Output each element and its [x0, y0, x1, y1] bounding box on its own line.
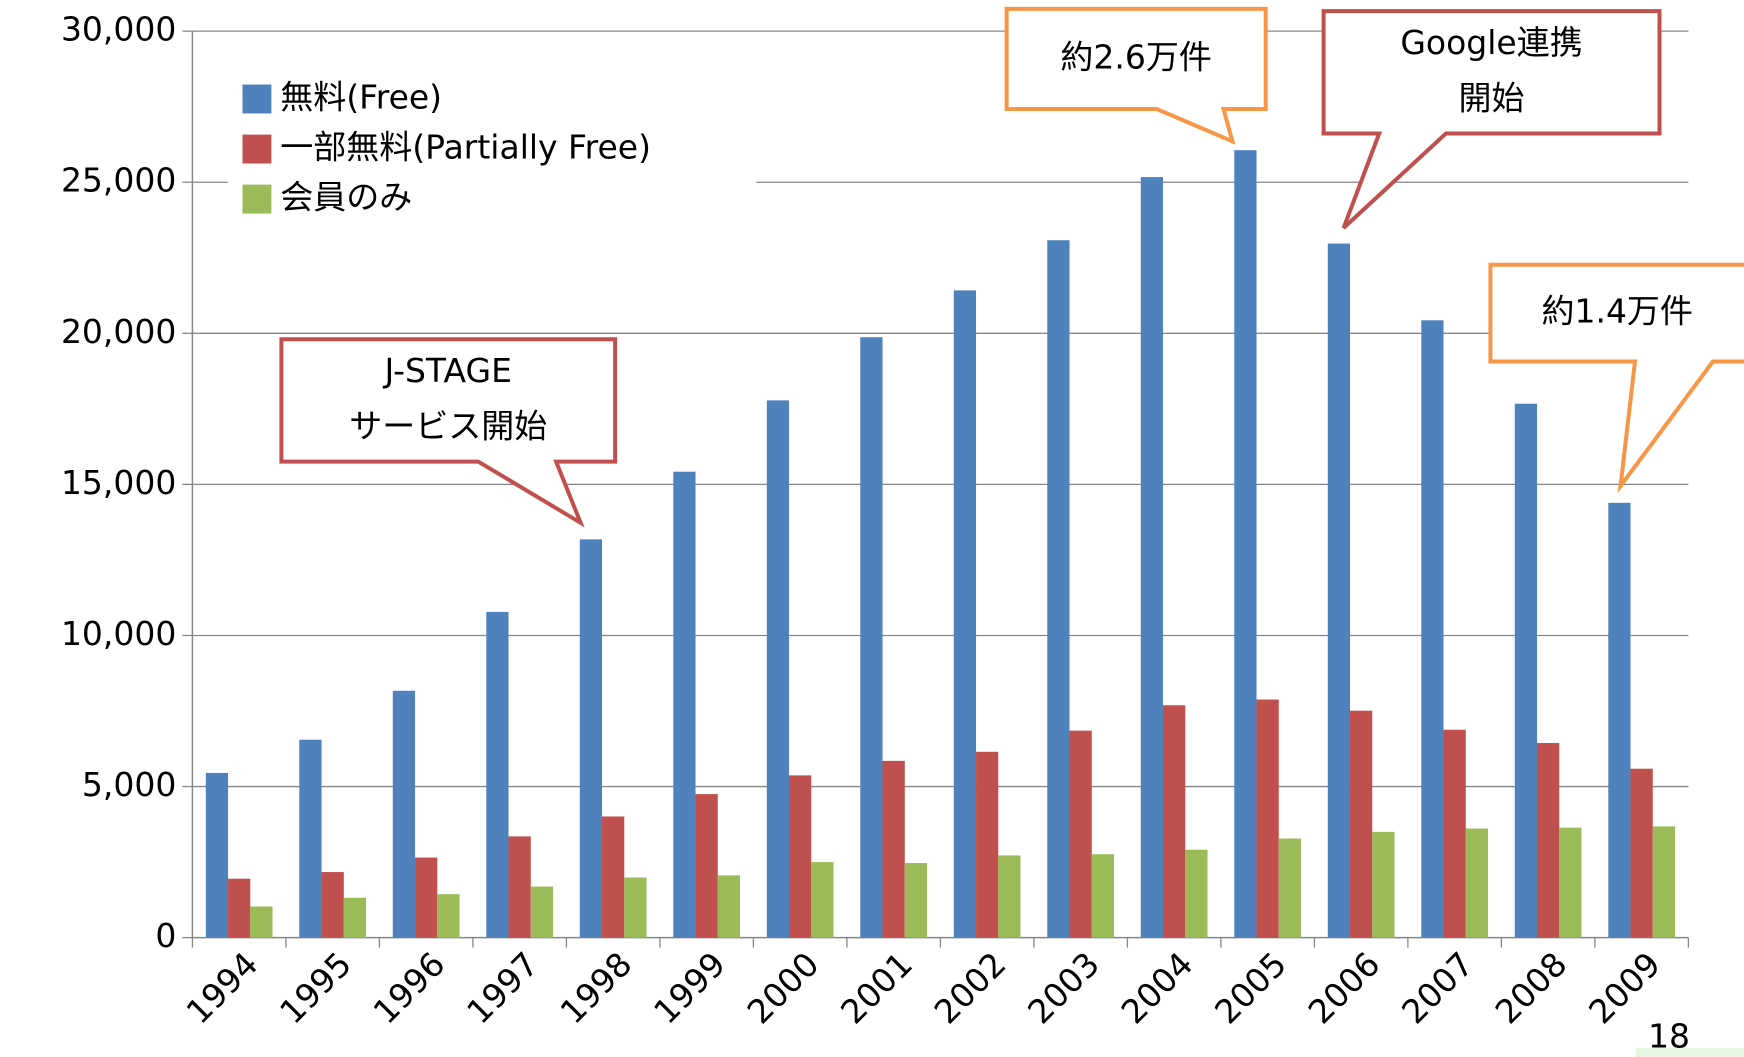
y-tick-label: 0	[155, 916, 176, 955]
bar	[392, 690, 416, 938]
y-tick-label: 20,000	[61, 312, 176, 351]
bar	[1443, 729, 1466, 938]
bar	[1047, 240, 1070, 938]
x-tick-label: 2006	[1301, 944, 1388, 1031]
x-tick-label: 1995	[272, 944, 359, 1031]
legend-label: 無料(Free)	[280, 77, 442, 116]
callout	[1004, 6, 1268, 145]
x-tick-label: 2003	[1020, 944, 1107, 1031]
bar	[766, 400, 790, 938]
x-tick-label: 1998	[553, 944, 640, 1031]
bar	[1327, 243, 1351, 938]
bar	[1163, 705, 1186, 938]
legend-swatch	[242, 84, 272, 114]
bar	[673, 471, 696, 938]
bar	[998, 855, 1021, 938]
x-tick-label: 1996	[366, 944, 453, 1031]
x-tick-label: 2005	[1207, 944, 1294, 1031]
y-tick-label: 30,000	[61, 10, 176, 49]
bar	[299, 739, 322, 938]
x-tick-label: 2004	[1114, 944, 1201, 1031]
callout-text: J-STAGE	[383, 351, 512, 390]
bar	[717, 875, 741, 938]
bar	[1608, 502, 1631, 938]
x-tick-label: 1999	[646, 944, 733, 1031]
callout	[1321, 9, 1662, 230]
x-tick-label: 1997	[459, 944, 546, 1031]
legend-label: 会員のみ	[280, 178, 412, 217]
bar	[1630, 768, 1653, 938]
bar	[1514, 403, 1538, 938]
bar	[1069, 730, 1092, 938]
callout-text: Google連携	[1400, 23, 1582, 62]
x-tick-label: 2008	[1488, 944, 1575, 1031]
bar	[1278, 838, 1302, 938]
bar	[486, 611, 509, 938]
y-tick-label: 15,000	[61, 463, 176, 502]
bar	[1559, 827, 1582, 938]
callout	[279, 337, 618, 528]
callout	[1488, 262, 1744, 494]
bar	[508, 836, 531, 938]
footer-strip	[1636, 1048, 1744, 1057]
legend-background	[228, 68, 757, 225]
bar	[811, 862, 834, 938]
bar	[343, 897, 367, 938]
bar	[904, 862, 928, 938]
bar	[1652, 826, 1676, 938]
bar	[437, 894, 460, 938]
bar	[1537, 743, 1560, 938]
y-tick-label: 5,000	[82, 765, 176, 804]
x-tick-label: 2001	[833, 944, 920, 1031]
callout-text: 約2.6万件	[1060, 37, 1211, 76]
bar	[530, 886, 554, 938]
callout-text: 約1.4万件	[1541, 292, 1692, 331]
bar	[1234, 150, 1257, 938]
bar	[1185, 849, 1208, 938]
x-tick-label: 1994	[179, 944, 266, 1031]
y-tick-label: 25,000	[61, 161, 176, 200]
x-tick-label: 2007	[1394, 944, 1481, 1031]
bar	[415, 857, 438, 938]
bar	[953, 290, 977, 938]
bar	[976, 751, 999, 938]
bar	[1350, 710, 1373, 938]
bar	[1091, 854, 1115, 938]
bar	[695, 794, 718, 938]
bar	[789, 775, 812, 938]
bar	[1421, 320, 1444, 938]
bar	[228, 878, 251, 938]
x-tick-label: 2002	[927, 944, 1014, 1031]
page-number: 18	[1648, 1017, 1690, 1056]
bar	[602, 816, 625, 938]
bar	[1465, 828, 1489, 938]
legend-label: 一部無料(Partially Free)	[280, 128, 651, 167]
bar	[624, 877, 647, 938]
x-tick-label: 2000	[740, 944, 827, 1031]
bar	[205, 772, 229, 938]
bar	[1140, 177, 1164, 938]
bar	[579, 539, 603, 938]
y-tick-label: 10,000	[61, 614, 176, 653]
callout-text: 開始	[1459, 79, 1525, 118]
bar	[1372, 831, 1395, 938]
bar	[882, 760, 905, 938]
bar	[860, 337, 883, 938]
callout-text: サービス開始	[349, 407, 547, 446]
bar	[1256, 699, 1279, 938]
legend-swatch	[242, 184, 272, 214]
legend-swatch	[242, 134, 272, 164]
bar	[250, 906, 273, 938]
bar	[321, 872, 344, 938]
